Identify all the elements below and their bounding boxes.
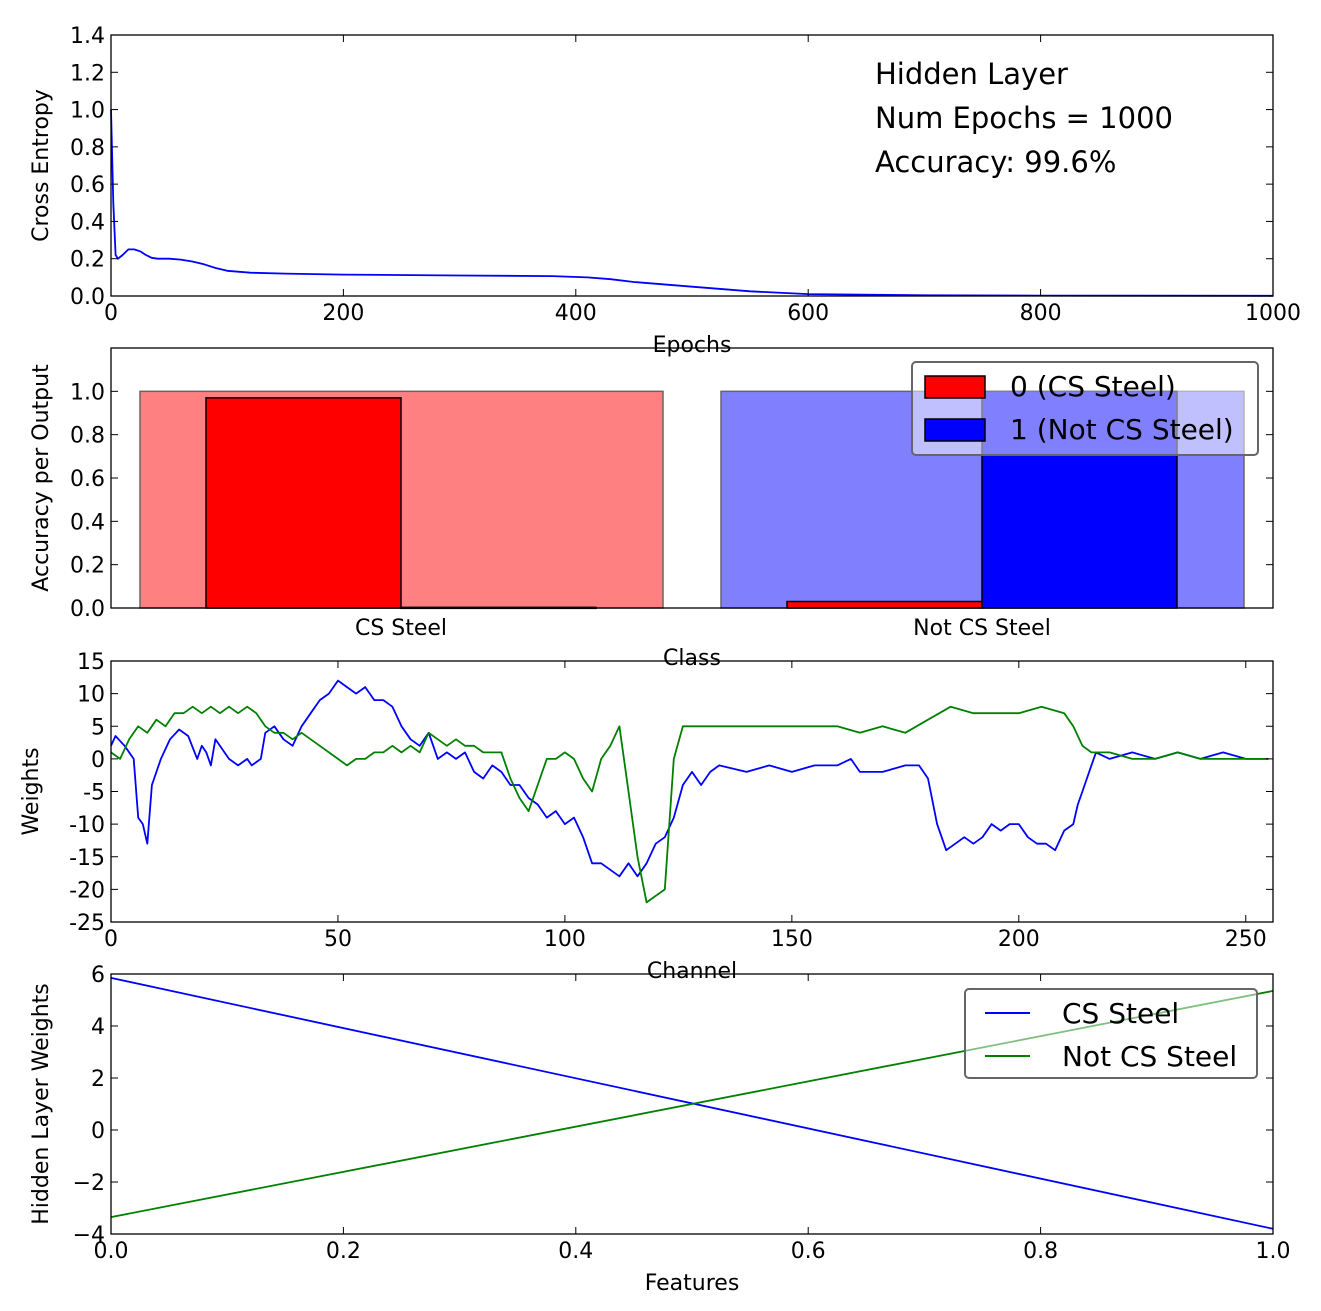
y-tick-label: -10 (69, 813, 105, 838)
y-tick-label: -25 (69, 911, 105, 936)
y-tick-label: −4 (73, 1223, 105, 1248)
x-tick-label: 0.6 (791, 1239, 826, 1264)
legend: 0 (CS Steel) 1 (Not CS Steel) (911, 361, 1259, 456)
y-tick-label: 0.8 (70, 136, 105, 161)
x-axis-label: Epochs (653, 333, 732, 358)
y-axis-label: Accuracy per Output (29, 364, 54, 592)
x-tick-label: 200 (998, 927, 1040, 952)
y-tick-label: 6 (91, 963, 105, 988)
bar (205, 397, 402, 609)
y-tick-label: 0.4 (70, 210, 105, 235)
y-tick-label: 10 (77, 683, 105, 708)
y-tick-label: 0.6 (70, 467, 105, 492)
x-tick-label: 150 (771, 927, 813, 952)
legend-label: 0 (CS Steel) (1010, 370, 1176, 403)
plot-frame (110, 973, 1274, 1235)
y-tick-label: 1.2 (70, 61, 105, 86)
x-tick-label: 1000 (1245, 301, 1301, 326)
plot-frame (110, 34, 1274, 297)
y-tick-label: -5 (83, 781, 105, 806)
accuracy-panel: CS Steel Not CS Steel 0.0 0.2 0.4 0.6 0.8 1.0 Ac… (29, 347, 1274, 671)
x-tick-label: 0 (104, 301, 118, 326)
y-tick-label: -20 (69, 878, 105, 903)
bar (786, 600, 983, 609)
legend-swatch (924, 418, 986, 442)
x-tick-label: 0 (104, 927, 118, 952)
weights-line (110, 705, 1269, 904)
legend-label: CS Steel (1062, 997, 1179, 1030)
y-tick-label: 0.2 (70, 248, 105, 273)
hidden-panel: 0.0 0.2 0.4 0.6 0.8 1.0 −4 −2 0 2 4 6 Hidden Layer W… (29, 963, 1291, 1296)
legend-box (964, 988, 1258, 1079)
loss-line (110, 109, 1274, 297)
x-tick-label: 400 (555, 301, 597, 326)
y-tick-label: −2 (73, 1171, 105, 1196)
x-tick-label: 0.8 (1023, 1239, 1058, 1264)
y-tick-label: 1.0 (70, 99, 105, 124)
y-tick-label: 4 (91, 1015, 105, 1040)
x-tick-label: CS Steel (355, 616, 447, 641)
legend-swatch (924, 375, 986, 399)
y-tick-label: 0.4 (70, 510, 105, 535)
y-tick-label: 0 (91, 1119, 105, 1144)
annotation-text: Accuracy: 99.6% (875, 145, 1116, 179)
x-tick-label: 0.0 (94, 1239, 129, 1264)
x-tick-label: 250 (1225, 927, 1267, 952)
annotation-text: Hidden Layer (875, 57, 1068, 91)
y-tick-label: -15 (69, 846, 105, 871)
y-tick-label: 0.2 (70, 554, 105, 579)
x-tick-label: 50 (324, 927, 352, 952)
y-axis-label: Cross Entropy (29, 89, 54, 242)
x-axis-label: Class (663, 646, 721, 671)
legend-label: 1 (Not CS Steel) (1010, 413, 1234, 446)
legend: CS Steel Not CS Steel (964, 988, 1258, 1079)
x-tick-label: 100 (544, 927, 586, 952)
y-tick-label: 1.4 (70, 24, 105, 49)
weights-panel: 0 50 100 150 200 250 -25 -20 -15 -10 -5 0 5 10 15 Weigh… (19, 650, 1274, 984)
x-tick-label: 0.4 (558, 1239, 593, 1264)
y-axis-label: Weights (19, 747, 44, 835)
y-tick-label: 0.0 (70, 285, 105, 310)
loss-panel: 0 200 400 600 800 1000 0.0 0.2 0.4 0.6 0.8 1.0 1.2 1.… (29, 24, 1301, 358)
x-tick-label: 0.2 (326, 1239, 361, 1264)
x-tick-label: 800 (1020, 301, 1062, 326)
y-tick-label: 1.0 (70, 380, 105, 405)
x-tick-label: Not CS Steel (913, 616, 1051, 641)
x-tick-label: 600 (787, 301, 829, 326)
legend-box (911, 361, 1259, 456)
legend-label: Not CS Steel (1062, 1040, 1237, 1073)
x-axis-label: Features (645, 1271, 740, 1296)
annotation-text: Num Epochs = 1000 (875, 101, 1173, 135)
y-tick-label: 0.6 (70, 173, 105, 198)
y-tick-label: 0.8 (70, 424, 105, 449)
y-tick-label: 0 (91, 748, 105, 773)
plot-frame (110, 660, 1274, 923)
y-tick-label: 5 (91, 715, 105, 740)
y-tick-label: 15 (77, 650, 105, 675)
x-tick-label: 1.0 (1256, 1239, 1291, 1264)
x-tick-label: 200 (322, 301, 364, 326)
y-axis-label: Hidden Layer Weights (29, 983, 54, 1225)
x-axis-label: Channel (647, 959, 737, 984)
weights-line (110, 679, 1269, 878)
y-tick-label: 2 (91, 1067, 105, 1092)
y-tick-label: 0.0 (70, 597, 105, 622)
